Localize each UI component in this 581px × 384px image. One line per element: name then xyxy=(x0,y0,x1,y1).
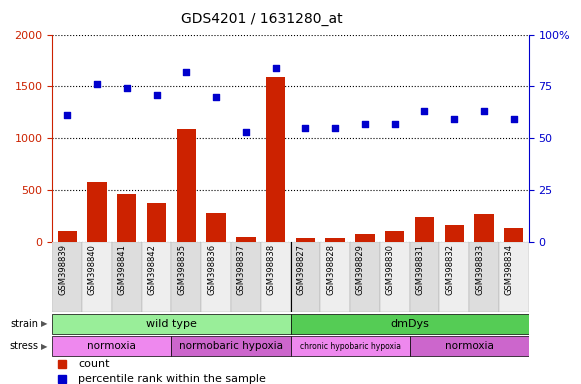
Bar xyxy=(320,242,350,313)
Bar xyxy=(206,212,226,242)
Bar xyxy=(469,242,499,313)
Text: normoxia: normoxia xyxy=(444,341,494,351)
Bar xyxy=(201,242,231,313)
Bar xyxy=(266,77,285,242)
Point xyxy=(390,121,399,127)
Bar xyxy=(142,242,171,313)
Bar xyxy=(410,242,439,313)
Point xyxy=(509,116,518,122)
Text: dmDys: dmDys xyxy=(390,319,429,329)
Text: normobaric hypoxia: normobaric hypoxia xyxy=(179,341,283,351)
Bar xyxy=(112,242,142,313)
Text: ▶: ▶ xyxy=(41,319,48,328)
Text: ▶: ▶ xyxy=(41,342,48,351)
Bar xyxy=(52,336,171,356)
Bar xyxy=(52,242,82,313)
Bar xyxy=(117,194,137,242)
Bar xyxy=(171,242,201,313)
Bar xyxy=(290,314,529,334)
Bar xyxy=(380,242,410,313)
Bar xyxy=(58,231,77,242)
Point xyxy=(122,85,131,91)
Text: GSM398832: GSM398832 xyxy=(445,243,454,295)
Text: GSM398834: GSM398834 xyxy=(505,243,514,295)
Text: GSM398840: GSM398840 xyxy=(88,243,97,295)
Point xyxy=(92,81,102,87)
Bar xyxy=(474,214,494,242)
Point xyxy=(152,91,161,98)
Bar xyxy=(171,336,290,356)
Point xyxy=(301,125,310,131)
Bar xyxy=(147,203,166,242)
Point xyxy=(331,125,340,131)
Text: wild type: wild type xyxy=(146,319,197,329)
Text: count: count xyxy=(78,359,110,369)
Text: GSM398842: GSM398842 xyxy=(148,243,156,295)
Text: GSM398830: GSM398830 xyxy=(386,243,394,295)
Text: GSM398839: GSM398839 xyxy=(58,243,67,295)
Bar xyxy=(87,182,107,242)
Bar xyxy=(350,242,380,313)
Text: percentile rank within the sample: percentile rank within the sample xyxy=(78,374,266,384)
Text: GDS4201 / 1631280_at: GDS4201 / 1631280_at xyxy=(181,12,342,25)
Text: GSM398841: GSM398841 xyxy=(118,243,127,295)
Bar xyxy=(325,238,345,242)
Text: stress: stress xyxy=(9,341,38,351)
Text: chronic hypobaric hypoxia: chronic hypobaric hypoxia xyxy=(300,342,400,351)
Text: normoxia: normoxia xyxy=(87,341,137,351)
Text: GSM398835: GSM398835 xyxy=(177,243,187,295)
Bar xyxy=(231,242,261,313)
Bar xyxy=(261,242,290,313)
Bar xyxy=(499,242,529,313)
Point xyxy=(271,65,280,71)
Bar xyxy=(290,336,410,356)
Text: GSM398831: GSM398831 xyxy=(415,243,425,295)
Text: GSM398828: GSM398828 xyxy=(326,243,335,295)
Bar xyxy=(410,336,529,356)
Bar xyxy=(355,234,375,242)
Point xyxy=(420,108,429,114)
Text: GSM398837: GSM398837 xyxy=(237,243,246,295)
Point xyxy=(182,69,191,75)
Point xyxy=(211,94,221,100)
Bar xyxy=(504,228,523,242)
Bar xyxy=(177,129,196,242)
Bar xyxy=(290,242,320,313)
Point xyxy=(360,121,370,127)
Point xyxy=(241,129,250,135)
Point xyxy=(479,108,489,114)
Text: strain: strain xyxy=(10,319,38,329)
Point xyxy=(450,116,459,122)
Bar xyxy=(385,231,404,242)
Bar xyxy=(444,225,464,242)
Text: GSM398838: GSM398838 xyxy=(267,243,275,295)
Text: GSM398836: GSM398836 xyxy=(207,243,216,295)
Text: GSM398829: GSM398829 xyxy=(356,243,365,295)
Bar xyxy=(236,237,256,242)
Bar xyxy=(296,238,315,242)
Point xyxy=(63,112,72,118)
Text: GSM398833: GSM398833 xyxy=(475,243,484,295)
Bar xyxy=(439,242,469,313)
Bar xyxy=(415,217,434,242)
Text: GSM398827: GSM398827 xyxy=(296,243,306,295)
Bar xyxy=(82,242,112,313)
Bar xyxy=(52,314,290,334)
